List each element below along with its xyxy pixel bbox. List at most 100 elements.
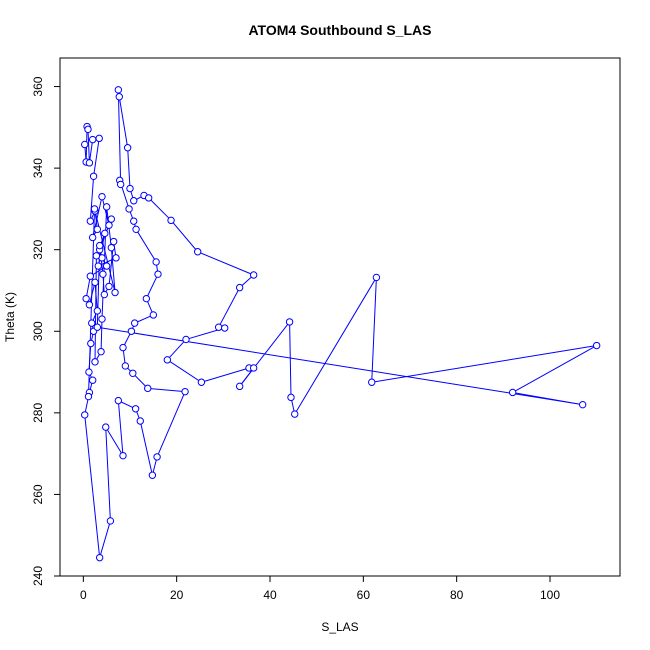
data-point: [285, 318, 294, 326]
data-point: [126, 184, 134, 193]
data-point: [119, 343, 127, 352]
series-segment: [166, 339, 187, 361]
data-point: [235, 283, 244, 292]
data-point: [287, 393, 295, 402]
series-segment: [289, 321, 292, 398]
data-point: [152, 258, 160, 266]
data-point: [95, 134, 103, 143]
x-axis-label: S_LAS: [321, 620, 358, 634]
data-point: [368, 378, 376, 386]
series-segment: [85, 276, 91, 299]
series-segment: [89, 176, 95, 222]
data-point: [99, 270, 107, 278]
data-point: [592, 341, 601, 350]
data-point: [90, 205, 99, 213]
series-segment: [97, 326, 583, 406]
y-tick-label: 340: [31, 158, 45, 178]
data-point: [131, 405, 140, 413]
data-point: [130, 197, 138, 205]
series-segment: [218, 287, 241, 328]
series-segment: [371, 345, 597, 383]
data-point: [508, 388, 517, 397]
data-point: [82, 294, 90, 303]
data-point: [153, 453, 161, 461]
data-point: [102, 203, 111, 211]
data-point: [114, 86, 123, 94]
y-tick-label: 240: [31, 566, 45, 586]
data-point: [106, 517, 115, 525]
y-tick-label: 360: [31, 76, 45, 96]
data-point: [102, 262, 111, 270]
x-tick-label: 40: [263, 588, 277, 602]
data-point: [98, 192, 106, 201]
data-point: [93, 225, 102, 234]
data-point: [93, 323, 102, 331]
series-segment: [135, 229, 157, 263]
data-point: [235, 382, 244, 391]
data-point: [105, 282, 113, 291]
x-tick-label: 20: [170, 588, 184, 602]
data-point: [130, 319, 139, 327]
y-tick-label: 300: [31, 321, 45, 341]
x-tick-label: 60: [357, 588, 371, 602]
data-point: [119, 451, 127, 460]
y-axis: 240 260 280 300 320 340 360: [31, 76, 61, 586]
data-point: [130, 217, 138, 225]
data-point: [112, 254, 120, 262]
data-point: [163, 356, 172, 364]
data-point: [86, 272, 95, 280]
data-point: [144, 384, 152, 393]
series-segment: [197, 251, 254, 276]
data-point: [114, 396, 123, 405]
data-point: [100, 290, 109, 299]
data-point: [89, 172, 98, 180]
series-segment: [371, 277, 377, 383]
data-point: [221, 324, 229, 332]
data-point: [81, 140, 89, 149]
series-segment: [117, 400, 124, 456]
series-segment: [88, 139, 94, 163]
series-segment: [105, 426, 124, 456]
data-point: [249, 271, 258, 279]
data-point: [167, 216, 175, 225]
series-layer: [81, 86, 601, 562]
data-point: [107, 215, 116, 223]
series-segment: [99, 520, 111, 558]
data-point: [95, 241, 104, 250]
data-point: [136, 417, 144, 425]
series-segment: [87, 129, 90, 163]
y-axis-label: Theta (K): [3, 292, 17, 342]
series-segment: [93, 138, 100, 177]
data-point: [197, 378, 206, 386]
data-point: [94, 262, 102, 270]
y-tick-label: 320: [31, 239, 45, 259]
x-axis: 0 20 40 60 80 100: [80, 575, 560, 602]
y-tick-label: 260: [31, 484, 45, 504]
data-point: [97, 347, 105, 356]
data-point: [149, 311, 158, 319]
data-point: [88, 233, 97, 242]
x-tick-label: 80: [450, 588, 464, 602]
data-point: [101, 229, 109, 238]
data-point: [85, 159, 94, 167]
data-point: [123, 144, 132, 152]
data-point: [132, 225, 140, 234]
data-point: [116, 180, 125, 189]
series-segment: [84, 414, 101, 558]
series-segment: [100, 319, 103, 352]
data-point: [92, 252, 101, 260]
series-segment: [156, 391, 186, 458]
series-segment: [148, 197, 172, 221]
x-tick-label: 0: [80, 588, 87, 602]
data-point: [91, 278, 99, 287]
series-segment: [105, 427, 111, 521]
data-point: [291, 410, 299, 418]
data-point: [111, 288, 119, 297]
data-point: [148, 471, 157, 479]
data-point: [125, 205, 133, 213]
series-segment: [127, 147, 131, 189]
data-point: [107, 243, 116, 252]
data-point: [93, 307, 102, 315]
